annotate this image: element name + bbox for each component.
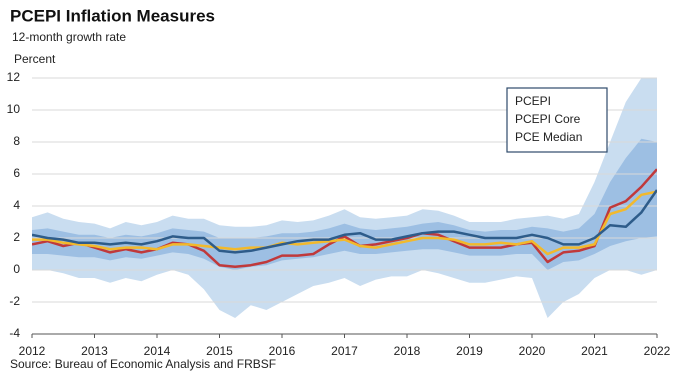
x-tick-label: 2022 (644, 344, 671, 358)
x-tick-label: 2014 (144, 344, 171, 358)
x-tick-label: 2013 (81, 344, 108, 358)
x-tick-label: 2018 (394, 344, 421, 358)
series-line (32, 168, 657, 269)
y-tick-label: 2 (13, 230, 20, 244)
x-tick-label: 2020 (519, 344, 546, 358)
legend-label: PCEPI (515, 94, 551, 108)
source-note: Source: Bureau of Economic Analysis and … (10, 357, 276, 371)
x-tick-label: 2019 (456, 344, 483, 358)
legend: PCEPI PCEPI Core PCE Median (506, 87, 608, 153)
y-tick-label: 0 (13, 262, 20, 276)
legend-label: PCEPI Core (515, 112, 581, 126)
y-tick-label: 10 (7, 102, 21, 116)
y-tick-label: 12 (7, 70, 21, 84)
series-line (32, 190, 657, 256)
x-tick-label: 2021 (581, 344, 608, 358)
x-tick-label: 2015 (206, 344, 233, 358)
chart-subtitle: 12-month growth rate (12, 30, 126, 44)
legend-label: PCE Median (515, 130, 582, 144)
x-tick-label: 2017 (331, 344, 358, 358)
x-tick-label: 2016 (269, 344, 296, 358)
y-tick-label: 8 (13, 134, 20, 148)
y-tick-label: -2 (9, 294, 20, 308)
y-tick-label: -4 (9, 326, 20, 340)
y-tick-label: 4 (13, 198, 20, 212)
chart-title: PCEPI Inflation Measures (10, 6, 215, 25)
y-tick-label: 6 (13, 166, 20, 180)
distribution-band (32, 78, 657, 318)
series-line (32, 189, 657, 254)
legend-box (506, 87, 608, 153)
y-axis-label: Percent (14, 52, 56, 66)
x-tick-label: 2012 (19, 344, 46, 358)
lines (32, 168, 657, 269)
